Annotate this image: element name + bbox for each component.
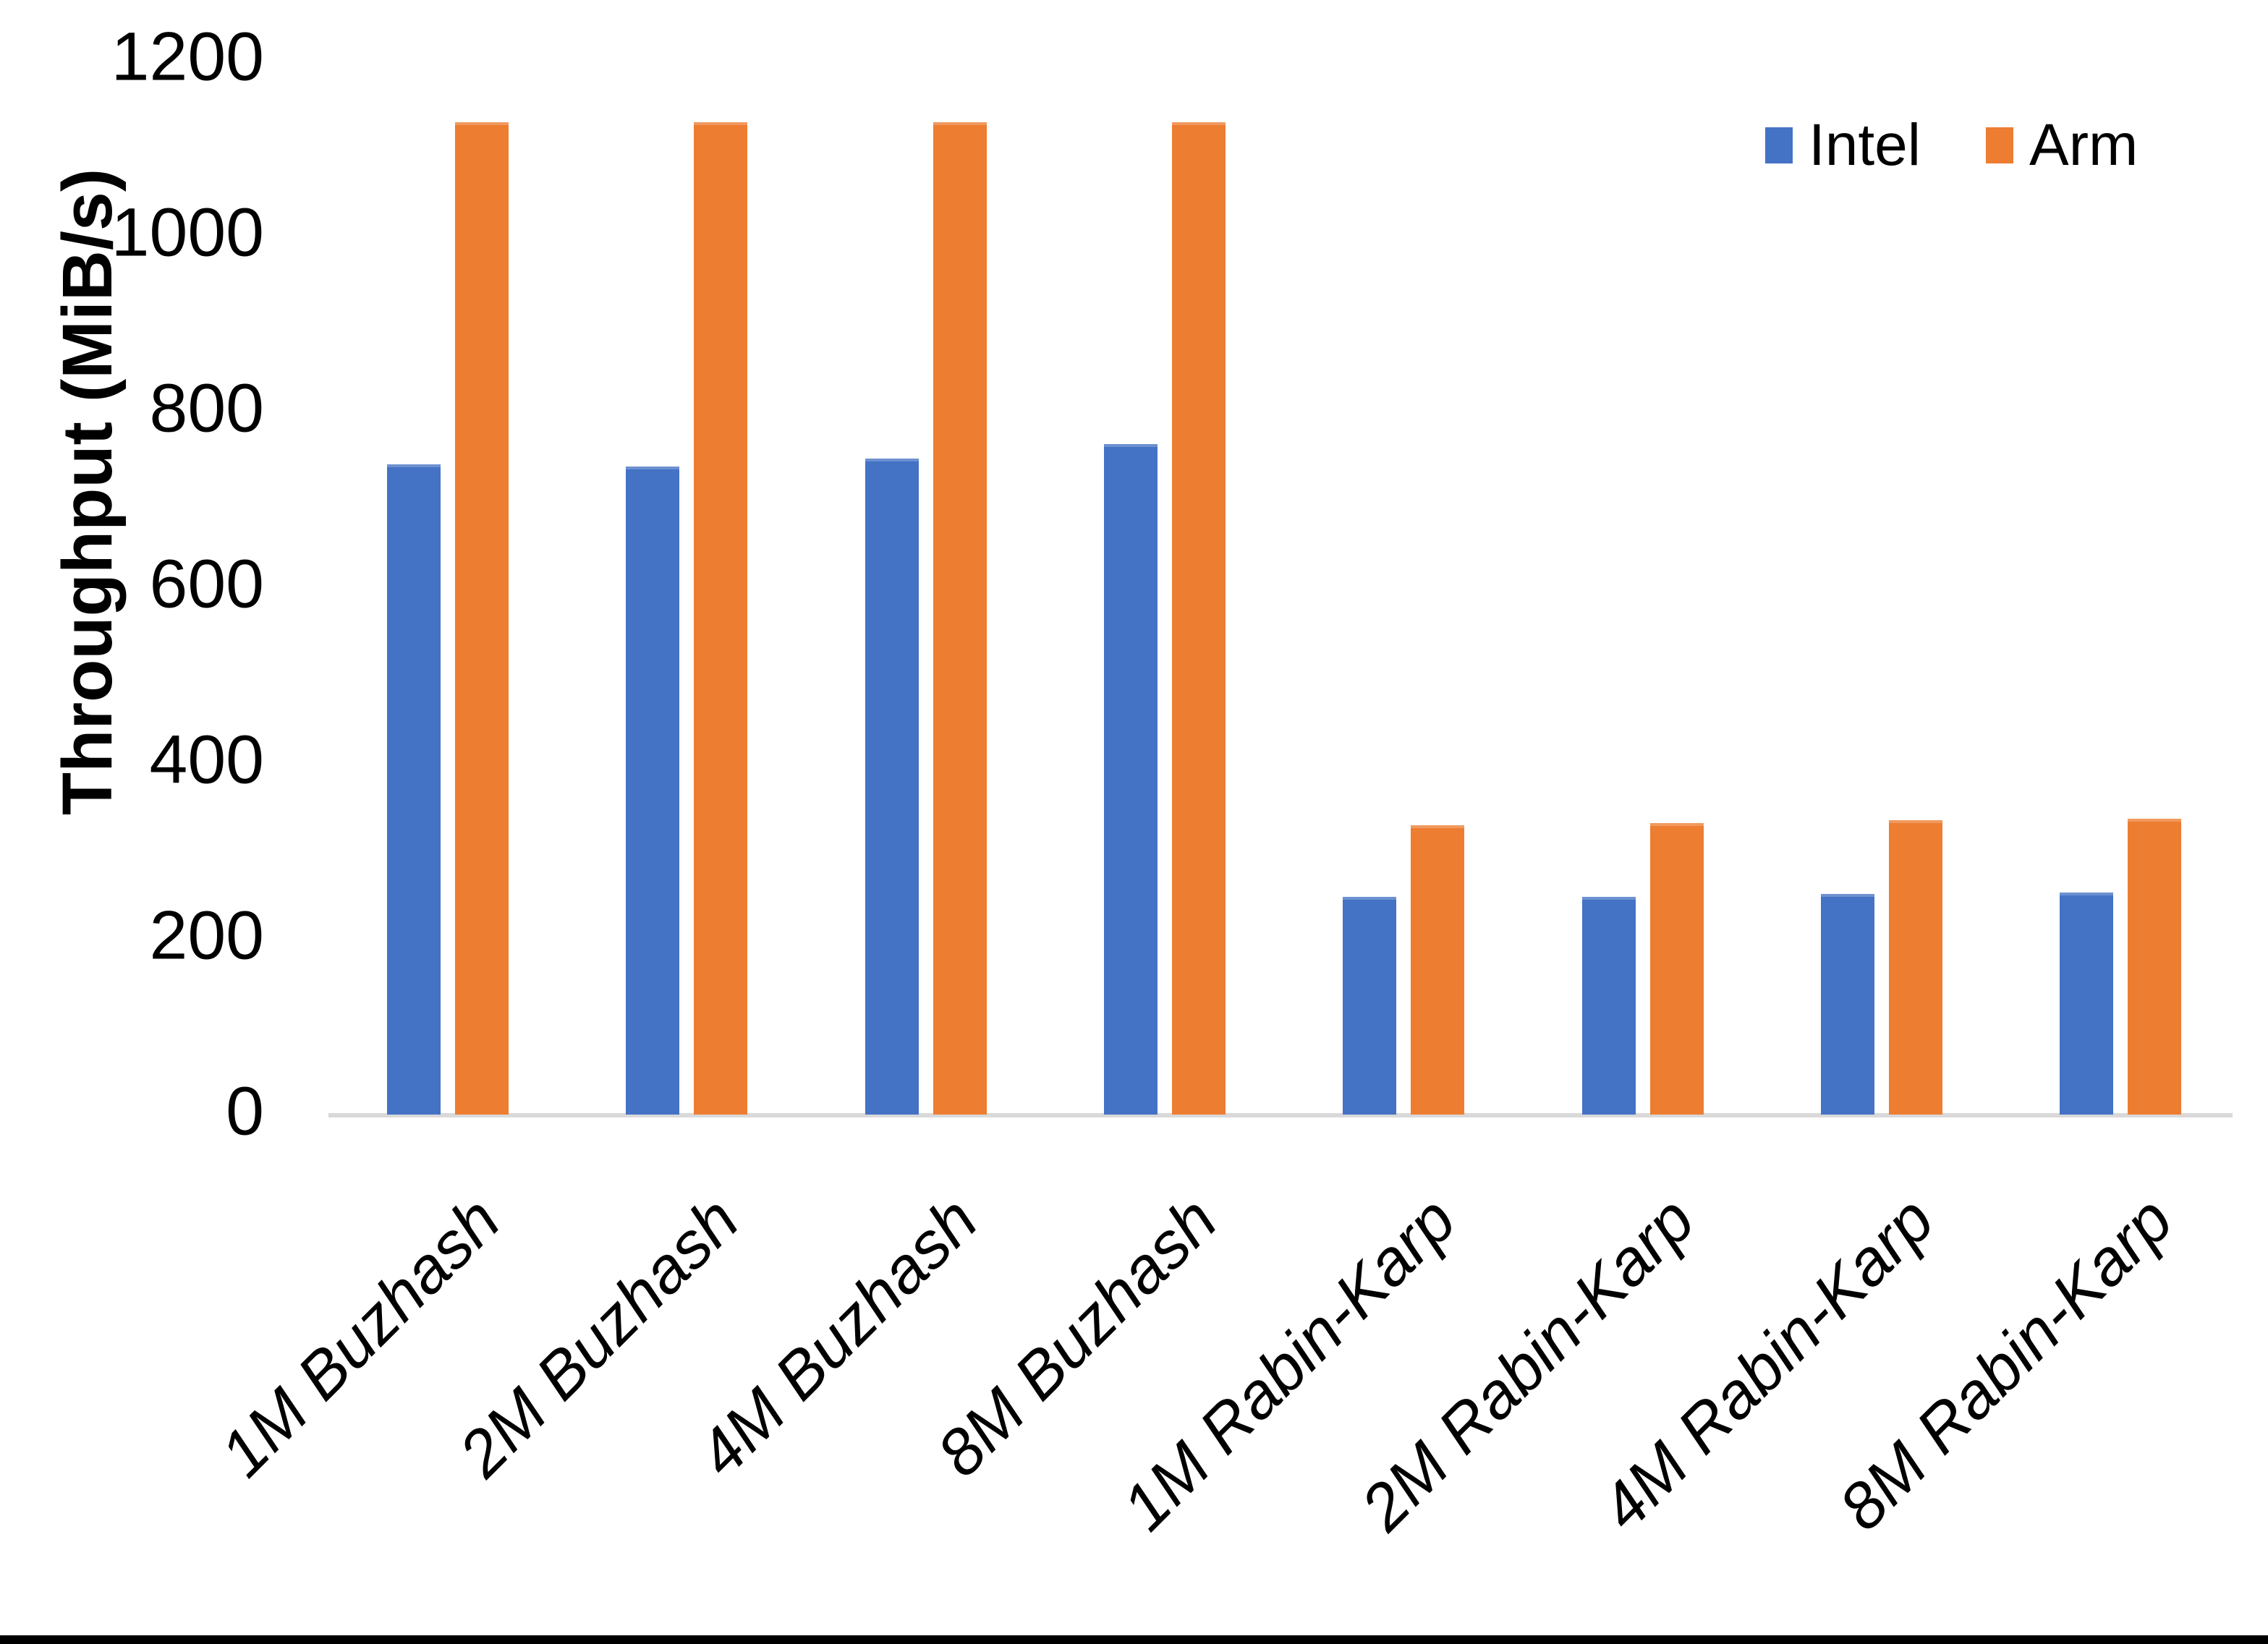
legend-label-arm: Arm [2029,112,2139,178]
bar-intel-1m-buzhash [387,464,441,1115]
bar-intel-4m-rabin-karp [1820,894,1874,1115]
bar-arm-8m-buzhash [1171,122,1226,1115]
bar-intel-2m-buzhash [626,466,680,1115]
bar-arm-4m-buzhash [933,122,987,1115]
legend-label-intel: Intel [1809,112,1921,178]
legend-item-arm: Arm [1986,116,2138,175]
bar-intel-1m-rabin-karp [1343,896,1397,1115]
y-tick-0: 0 [226,1073,264,1150]
bar-arm-1m-rabin-karp [1411,825,1465,1115]
bar-arm-8m-rabin-karp [2128,818,2182,1115]
y-tick-1000: 1000 [111,195,264,272]
bar-arm-4m-rabin-karp [1888,820,1942,1115]
bar-intel-8m-rabin-karp [2060,892,2114,1115]
legend-item-intel: Intel [1765,116,1921,175]
bar-intel-2m-rabin-karp [1581,896,1636,1115]
legend: Intel Arm [1765,116,2138,175]
y-tick-800: 800 [149,370,264,448]
bar-arm-2m-buzhash [694,122,748,1115]
bar-arm-2m-rabin-karp [1649,822,1704,1115]
bar-arm-1m-buzhash [455,122,509,1115]
y-tick-400: 400 [149,721,264,798]
y-tick-200: 200 [149,897,264,974]
bar-intel-4m-buzhash [865,458,919,1115]
bottom-border-bar [0,1635,2268,1644]
x-axis-line [328,1113,2233,1117]
intel-series-swatch-icon [1765,127,1793,163]
bar-intel-8m-buzhash [1103,444,1158,1115]
arm-series-swatch-icon [1986,127,2013,163]
y-tick-600: 600 [149,545,264,623]
y-tick-1200: 1200 [111,19,264,96]
